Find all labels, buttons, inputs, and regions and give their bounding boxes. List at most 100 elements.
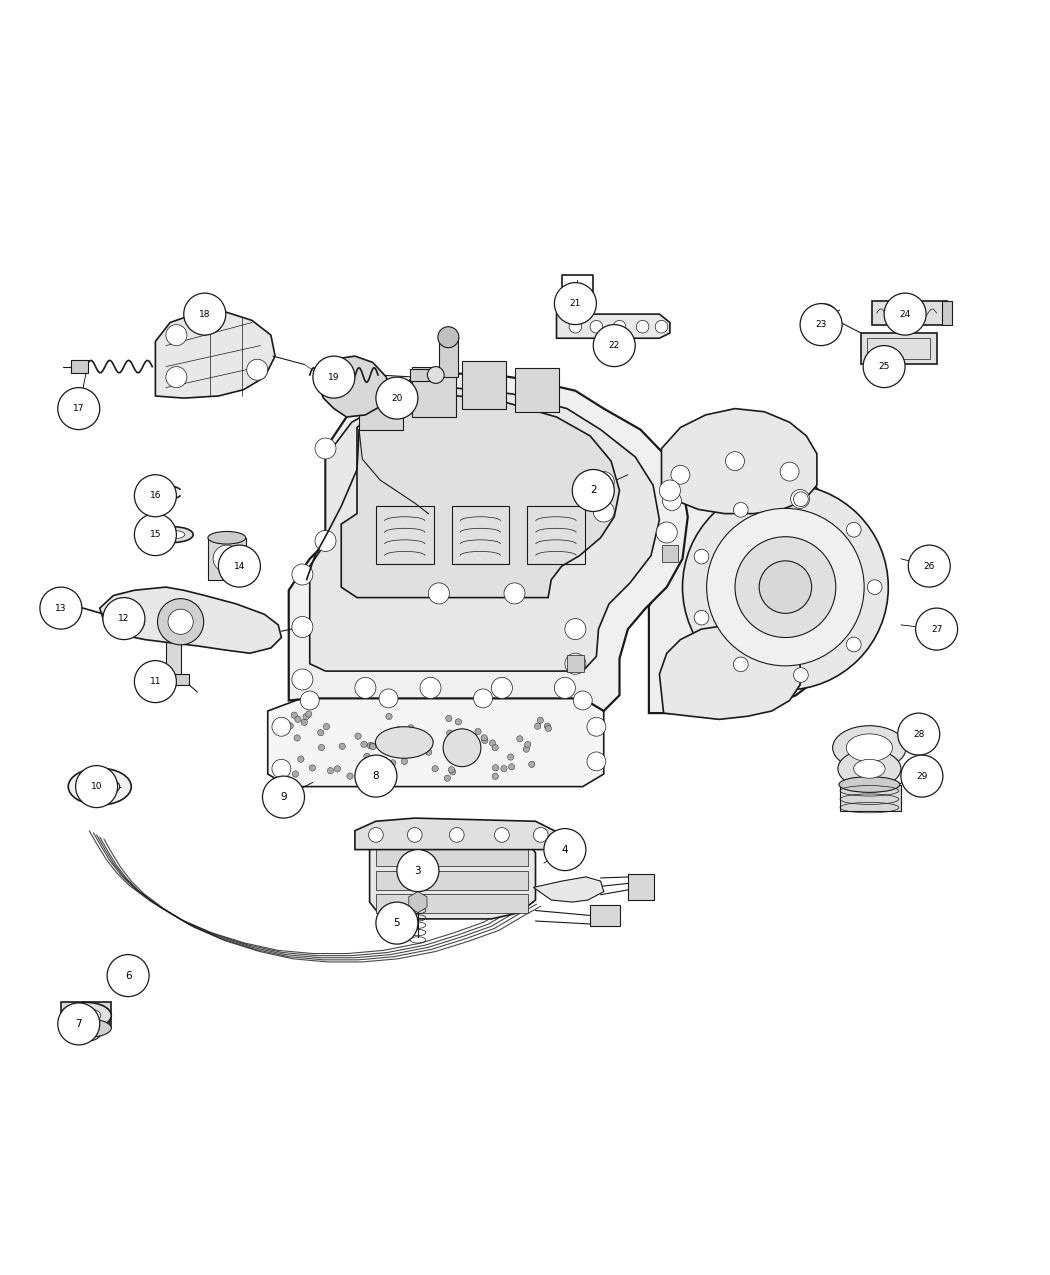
Text: 26: 26	[924, 561, 934, 571]
Circle shape	[587, 752, 606, 771]
Circle shape	[482, 737, 488, 743]
Circle shape	[759, 561, 812, 613]
Circle shape	[456, 719, 462, 725]
Bar	[376, 894, 528, 913]
Circle shape	[355, 755, 397, 797]
Circle shape	[794, 492, 808, 506]
Circle shape	[376, 377, 418, 419]
Circle shape	[407, 724, 414, 731]
Ellipse shape	[846, 734, 892, 761]
Bar	[208, 538, 246, 580]
Circle shape	[448, 766, 455, 773]
Text: 19: 19	[329, 372, 339, 381]
Circle shape	[262, 776, 304, 819]
Circle shape	[292, 617, 313, 638]
Circle shape	[474, 688, 492, 708]
Circle shape	[390, 760, 396, 766]
Circle shape	[443, 729, 481, 766]
Circle shape	[328, 768, 334, 774]
Bar	[376, 506, 434, 564]
Ellipse shape	[833, 725, 906, 770]
Circle shape	[386, 713, 393, 719]
Circle shape	[166, 367, 187, 388]
Bar	[376, 871, 528, 890]
Circle shape	[916, 608, 958, 650]
Circle shape	[846, 523, 861, 537]
Circle shape	[445, 715, 452, 722]
Circle shape	[449, 769, 456, 775]
Circle shape	[315, 530, 336, 551]
Circle shape	[438, 326, 459, 348]
Ellipse shape	[162, 530, 185, 539]
Circle shape	[374, 774, 380, 780]
Circle shape	[593, 325, 635, 367]
Polygon shape	[268, 695, 604, 787]
Circle shape	[369, 743, 375, 748]
Circle shape	[306, 711, 312, 717]
Circle shape	[884, 293, 926, 335]
Circle shape	[363, 754, 370, 760]
Circle shape	[694, 550, 709, 564]
Circle shape	[446, 729, 453, 736]
Circle shape	[272, 718, 291, 736]
Text: 20: 20	[392, 394, 402, 403]
Circle shape	[800, 303, 842, 346]
Polygon shape	[370, 826, 536, 919]
Circle shape	[528, 761, 534, 768]
Circle shape	[295, 717, 301, 723]
Circle shape	[369, 827, 383, 843]
Text: 18: 18	[200, 310, 210, 319]
Text: 27: 27	[931, 625, 942, 634]
Bar	[61, 1002, 111, 1028]
Bar	[452, 506, 509, 564]
Ellipse shape	[839, 776, 900, 792]
Circle shape	[292, 564, 313, 585]
Circle shape	[76, 765, 118, 807]
Text: 28: 28	[914, 729, 924, 738]
Ellipse shape	[68, 769, 131, 805]
Circle shape	[166, 325, 187, 346]
Circle shape	[425, 748, 432, 755]
Circle shape	[867, 580, 882, 594]
Circle shape	[317, 729, 323, 736]
Circle shape	[468, 748, 475, 755]
Bar	[439, 337, 458, 377]
Circle shape	[534, 723, 541, 729]
Circle shape	[587, 718, 606, 736]
Circle shape	[427, 367, 444, 384]
Text: 4: 4	[562, 844, 568, 854]
Circle shape	[504, 583, 525, 604]
Circle shape	[655, 320, 668, 333]
Polygon shape	[659, 625, 800, 719]
Text: 29: 29	[917, 771, 927, 780]
Text: 17: 17	[74, 404, 84, 413]
Circle shape	[545, 725, 551, 732]
Circle shape	[538, 717, 544, 723]
Text: 23: 23	[816, 320, 826, 329]
Bar	[412, 367, 456, 417]
Circle shape	[368, 742, 374, 748]
Circle shape	[218, 546, 260, 587]
Text: 22: 22	[609, 342, 620, 351]
Circle shape	[444, 775, 450, 782]
Circle shape	[298, 756, 304, 762]
Text: 2: 2	[590, 486, 596, 496]
Circle shape	[901, 755, 943, 797]
Circle shape	[593, 501, 614, 521]
Circle shape	[491, 677, 512, 699]
Bar	[840, 784, 901, 811]
Circle shape	[184, 293, 226, 335]
Ellipse shape	[208, 532, 246, 544]
Bar	[116, 965, 136, 975]
Circle shape	[475, 728, 481, 734]
Circle shape	[507, 754, 513, 760]
Circle shape	[565, 653, 586, 674]
Circle shape	[134, 660, 176, 703]
Circle shape	[363, 768, 370, 774]
Circle shape	[370, 743, 376, 750]
Circle shape	[45, 597, 64, 616]
Ellipse shape	[61, 1002, 111, 1029]
Circle shape	[733, 657, 748, 672]
Text: 5: 5	[394, 918, 400, 928]
Circle shape	[908, 546, 950, 587]
